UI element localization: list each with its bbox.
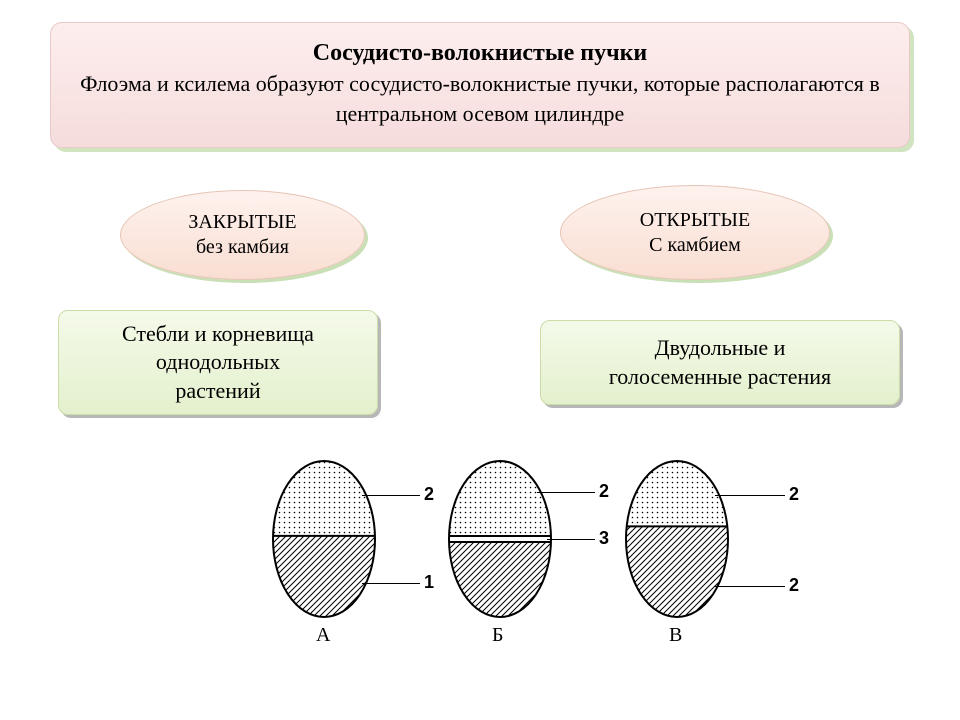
bundle-diagram: 2 1 А 2 3 Б 2 2 В [240, 460, 800, 690]
lead-label: 2 [424, 484, 434, 505]
bundle-letter: Б [492, 624, 503, 647]
box-dicot: Двудольные и голосеменные растения [540, 320, 900, 405]
ellipse-open: ОТКРЫТЫЕ С камбием [560, 185, 830, 280]
lead-label: 2 [789, 575, 799, 596]
box-monocot: Стебли и корневища однодольных растений [58, 310, 378, 415]
box-dicot-line1: Двудольные и [655, 334, 786, 363]
ellipse-closed-line2: без камбия [196, 235, 289, 260]
box-monocot-line3: растений [175, 377, 260, 406]
lead-line [537, 492, 595, 493]
lead-label: 2 [599, 481, 609, 502]
bundle-letter: А [316, 624, 330, 647]
box-monocot-line2: однодольных [156, 348, 280, 377]
lead-label: 1 [424, 572, 434, 593]
bundle-V [625, 460, 729, 618]
lead-line [362, 495, 420, 496]
ellipse-closed: ЗАКРЫТЫЕ без камбия [120, 190, 365, 280]
header-title: Сосудисто-волокнистые пучки [75, 37, 885, 69]
lead-line [715, 495, 785, 496]
box-monocot-line1: Стебли и корневища [122, 320, 314, 349]
header-subtitle: Флоэма и ксилема образуют сосудисто-воло… [75, 69, 885, 128]
lead-line [362, 583, 420, 584]
bundle-letter: В [669, 624, 682, 647]
ellipse-open-line2: С камбием [649, 233, 741, 258]
header-panel: Сосудисто-волокнистые пучки Флоэма и кси… [50, 22, 910, 148]
bundle-B [448, 460, 552, 618]
box-dicot-line2: голосеменные растения [609, 363, 831, 392]
lead-label: 3 [599, 528, 609, 549]
lead-label: 2 [789, 484, 799, 505]
ellipse-open-line1: ОТКРЫТЫЕ [640, 208, 750, 233]
lead-line [547, 539, 595, 540]
lead-line [714, 586, 785, 587]
bundle-A [272, 460, 376, 618]
ellipse-closed-line1: ЗАКРЫТЫЕ [188, 210, 296, 235]
